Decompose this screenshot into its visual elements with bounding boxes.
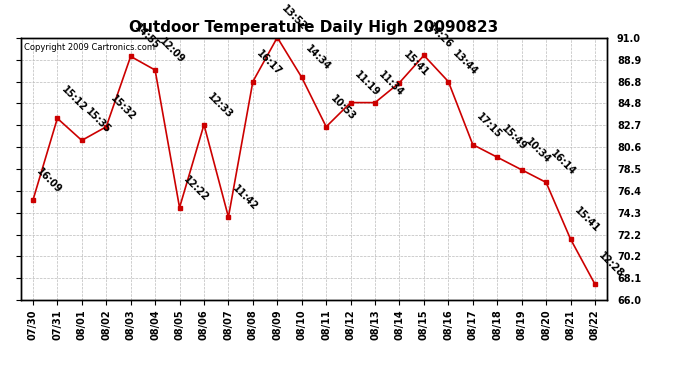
Text: 13:52: 13:52	[279, 4, 308, 33]
Text: 15:32: 15:32	[108, 93, 137, 122]
Text: 17:15: 17:15	[475, 111, 504, 140]
Text: 11:34: 11:34	[377, 69, 406, 98]
Text: 12:22: 12:22	[181, 174, 210, 203]
Text: 14:34: 14:34	[304, 44, 333, 73]
Text: 11:42: 11:42	[230, 183, 259, 212]
Text: 15:35: 15:35	[83, 106, 112, 136]
Text: 15:49: 15:49	[499, 123, 528, 153]
Text: 16:14: 16:14	[548, 148, 577, 178]
Text: 15:41: 15:41	[402, 49, 431, 78]
Text: 14:55: 14:55	[132, 22, 161, 52]
Text: 10:34: 10:34	[524, 136, 553, 165]
Text: 13:44: 13:44	[451, 48, 480, 77]
Text: 12:33: 12:33	[206, 91, 235, 120]
Text: 12:09: 12:09	[157, 36, 186, 65]
Text: 16:09: 16:09	[35, 166, 64, 195]
Text: 10:53: 10:53	[328, 93, 357, 122]
Text: 12:28: 12:28	[597, 251, 626, 279]
Text: 14:26: 14:26	[426, 22, 455, 51]
Text: Copyright 2009 Cartronics.com: Copyright 2009 Cartronics.com	[23, 43, 155, 52]
Text: 11:19: 11:19	[353, 69, 382, 98]
Text: 15:41: 15:41	[573, 206, 602, 234]
Text: 16:17: 16:17	[255, 48, 284, 77]
Title: Outdoor Temperature Daily High 20090823: Outdoor Temperature Daily High 20090823	[129, 20, 499, 35]
Text: 15:12: 15:12	[59, 85, 88, 114]
